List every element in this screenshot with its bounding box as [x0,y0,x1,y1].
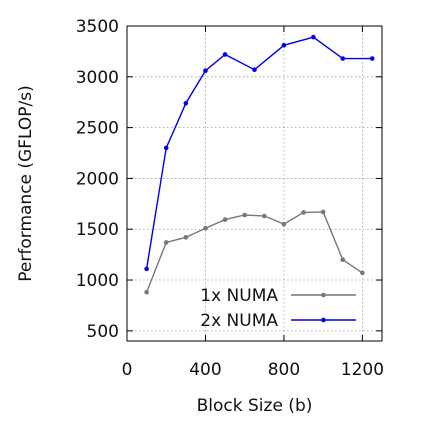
data-point [183,100,189,106]
y-tick-label: 3500 [76,17,119,37]
y-tick-label: 1000 [76,271,119,291]
data-point [183,235,189,240]
data-point [281,221,287,227]
series-line [145,211,363,293]
data-point [340,257,346,263]
x-axis-title: Block Size (b) [197,396,313,416]
y-axis-title: Performance (GFLOP/s) [16,85,36,281]
y-tick-label: 1500 [76,220,119,240]
data-point [163,240,169,245]
y-tick-label: 2500 [76,119,119,139]
x-tick-label: 1200 [341,360,384,380]
legend-label: 2x NUMA [200,311,278,331]
data-point [222,217,228,222]
data-point [340,56,346,61]
data-point [203,68,208,74]
x-tick-label: 0 [122,360,133,380]
y-tick-label: 2000 [76,169,119,189]
y-tick-label: 500 [87,322,119,342]
data-point [144,266,149,272]
data-point [144,289,149,295]
data-point [222,52,228,57]
data-point [369,56,375,61]
data-point [252,67,257,72]
data-point [203,225,208,231]
data-point [360,270,365,276]
data-point [311,34,316,40]
legend: 1x NUMA 2x NUMA [200,286,356,331]
legend-label: 1x NUMA [200,286,278,306]
x-tick-label: 800 [268,360,300,380]
plot-frame [126,25,383,342]
series-1x-numa [144,209,365,295]
x-tick-label: 400 [189,360,221,380]
series-2x-numa [144,34,375,272]
data-point [301,210,306,215]
axis-ticks: 500 1000 1500 2000 2500 3000 3500 0 400 800 1200 [76,17,384,380]
grid [127,26,382,341]
data-point [242,212,247,218]
series-lines [144,34,375,295]
y-tick-label: 3000 [76,68,119,88]
data-point [163,145,169,151]
series-line [145,36,373,269]
legend-marker [321,292,326,298]
data-point [320,209,326,215]
legend-marker [321,317,326,323]
data-point [281,43,287,48]
data-point [262,213,267,219]
